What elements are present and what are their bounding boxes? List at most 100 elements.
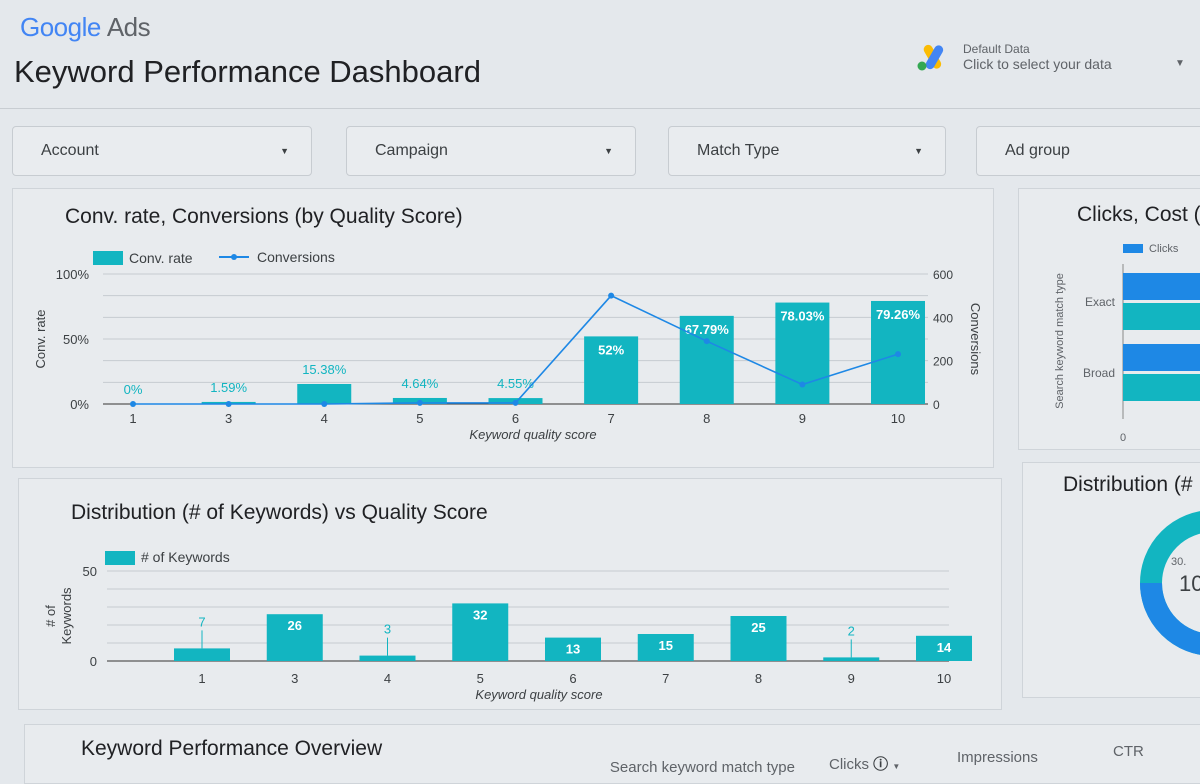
x-tick-label: 4 [321,411,328,426]
center-value: 10 [1179,571,1200,596]
filter-label: Match Type [697,142,780,159]
x-tick-label: 4 [384,671,391,686]
y-tick-label: 50 [83,564,97,579]
bar-exact-clicks [1123,273,1200,300]
distribution-donut-card: Distribution (# 30. 10 [1022,462,1200,698]
logo-ads: Ads [106,12,151,42]
point-conversions [703,338,710,345]
chevron-down-icon: ▼ [280,146,289,156]
data-label: 52% [598,342,624,357]
bar-keywords [637,634,694,661]
legend-conv-rate: Conv. rate [129,250,193,266]
point-conversions [512,399,519,406]
clicks-cost-chart: Clicks Exact Broad Search keyword match … [1054,243,1200,444]
divider [0,108,1200,109]
bar-conv-rate [584,336,639,404]
y-tick-label: 100% [56,267,90,282]
chevron-down-icon[interactable]: ▼ [1175,58,1185,69]
y-axis-title: Conv. rate [33,309,48,368]
x-axis-title: Keyword quality score [469,427,596,442]
data-label: 25 [751,620,765,635]
y2-tick-label: 600 [933,268,953,282]
point-conversions [895,351,901,358]
bar-keywords [823,657,880,661]
x-tick-label: 6 [512,411,519,426]
y-axis-title: Keywords [59,587,74,645]
table-title: Keyword Performance Overview [81,737,383,760]
filter-label: Ad group [1005,142,1070,159]
x-tick-label: 1 [129,411,136,426]
bar-broad-clicks [1123,344,1200,371]
data-selector[interactable]: Default Data Click to select your data [915,42,1112,72]
chart-title: Clicks, Cost (b [1077,203,1200,226]
legend-conversions: Conversions [257,249,335,265]
data-label: 15.38% [302,362,347,377]
column-header-impressions[interactable]: Impressions [957,749,1038,766]
x-tick-label: 3 [225,411,232,426]
legend-swatch-keywords [105,551,135,565]
point-conversions [225,401,232,407]
point-conversions [608,292,615,299]
data-label: 0% [124,382,143,397]
filter-account[interactable]: Account ▼ [12,126,312,176]
slice-label: 30. [1171,556,1186,568]
column-header-clicks[interactable]: Clicks ⓘ ▼ [829,753,900,774]
category-label: Exact [1085,295,1116,309]
header-text: Clicks [829,756,869,773]
column-header-ctr[interactable]: CTR [1113,743,1144,760]
legend-swatch-clicks [1123,244,1143,253]
y-tick-label: 50% [63,332,89,347]
data-label: 32 [473,607,487,622]
distribution-chart: # of Keywords 0 50 # of Keywords Keyword qual… [43,549,972,702]
category-label: Broad [1083,366,1115,380]
data-label: 13 [566,642,580,657]
data-label: 78.03% [780,309,825,324]
data-label: 4.64% [401,376,438,391]
conv-rate-chart: Conv. rate Conversions0%50%100%0200400600… [33,249,983,442]
page-title: Keyword Performance Dashboard [14,54,481,89]
filter-match-type[interactable]: Match Type ▼ [668,126,946,176]
data-label: 3 [384,622,391,637]
filter-label: Campaign [375,142,448,159]
bar-conv-rate [679,315,734,404]
bar-broad-cost [1123,374,1200,401]
legend-keywords: # of Keywords [141,549,230,565]
sort-down-icon: ▼ [892,762,901,771]
y-axis-title: # of [43,605,58,627]
tick-label: 0 [1120,432,1126,444]
bar-keywords [174,648,230,661]
data-label: 14 [937,640,952,655]
x-tick-label: 9 [799,411,806,426]
keyword-table-card: Keyword Performance Overview Search keyw… [24,724,1200,784]
x-axis-title: Keyword quality score [475,687,602,702]
data-label: 67.79% [685,322,730,337]
distribution-chart-card: Distribution (# of Keywords) vs Quality … [18,478,1002,710]
x-tick-label: 10 [937,671,951,686]
clicks-cost-chart-card: Clicks, Cost (b Clicks Exact Broad Searc… [1018,188,1200,450]
axis-title: Search keyword match type [1054,273,1066,409]
x-tick-label: 7 [608,411,615,426]
chart-title: Distribution (# of Keywords) vs Quality … [71,501,488,524]
x-tick-label: 1 [198,671,205,686]
x-tick-label: 7 [662,671,669,686]
x-tick-label: 8 [703,411,710,426]
chevron-down-icon: ▼ [604,146,613,156]
bar-keywords [359,655,416,661]
y2-tick-label: 200 [933,355,953,369]
bar-keywords [266,614,323,661]
logo-google: Google [20,12,101,42]
conv-rate-chart-card: Conv. rate, Conversions (by Quality Scor… [12,188,994,468]
x-tick-label: 6 [569,671,576,686]
point-conversions [799,381,806,388]
filter-ad-group[interactable]: Ad group [976,126,1200,176]
legend-clicks: Clicks [1149,243,1179,255]
y-tick-label: 0% [70,397,89,412]
bar-keywords [452,603,509,661]
data-label: 2 [848,623,855,638]
data-label: 4.55% [497,376,534,391]
donut-chart: 30. 10 [1140,511,1200,655]
chevron-down-icon: ▼ [914,146,923,156]
filter-campaign[interactable]: Campaign ▼ [346,126,636,176]
bar-keywords [545,637,601,661]
x-tick-label: 9 [848,671,855,686]
